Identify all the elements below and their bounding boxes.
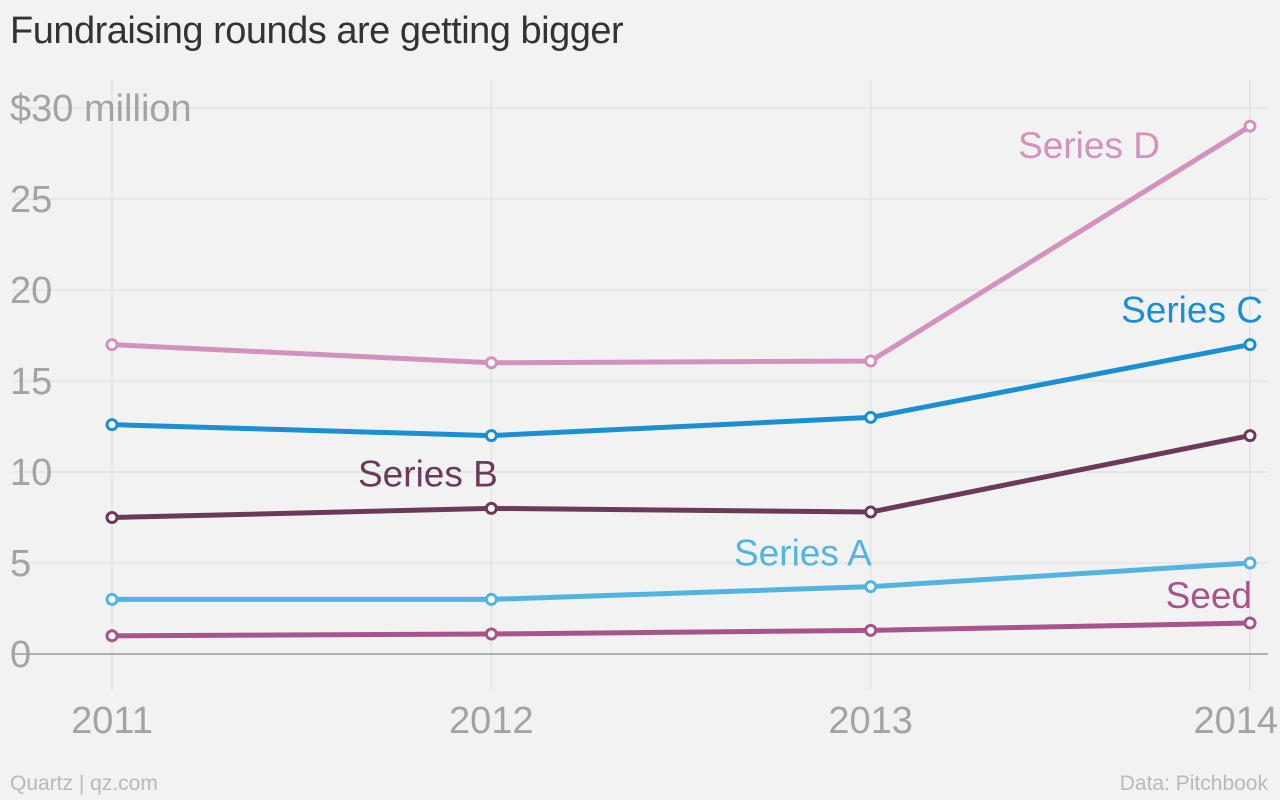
- series-label-seed: Seed: [1166, 575, 1252, 616]
- point-seed-2012: [484, 627, 498, 641]
- chart-title: Fundraising rounds are getting bigger: [10, 10, 624, 52]
- x-tick-label-2013: 2013: [828, 700, 913, 742]
- point-series-d-2012: [484, 356, 498, 370]
- y-tick-label-0: 0: [10, 634, 31, 676]
- line-series-c: [109, 342, 1253, 439]
- series-label-series-c: Series C: [1121, 290, 1263, 331]
- line-seed: [109, 620, 1253, 639]
- point-seed-2014: [1243, 616, 1257, 630]
- line-series-a: [109, 560, 1253, 602]
- x-tick-label-2012: 2012: [449, 700, 534, 742]
- axis-ticks: 0 5 10 15 20 25 $30 million 2011 2012 2013 2014: [10, 88, 1278, 742]
- point-series-c-2011: [105, 418, 119, 432]
- series-label-series-a: Series A: [734, 533, 872, 574]
- y-tick-label-15: 15: [10, 361, 52, 403]
- data-source: Data: Pitchbook: [1119, 772, 1268, 795]
- point-series-a-2011: [105, 592, 119, 606]
- y-tick-label-20: 20: [10, 270, 52, 312]
- x-tick-label-2011: 2011: [71, 700, 153, 742]
- y-tick-label-30: $30 million: [10, 88, 192, 130]
- point-series-b-2011: [105, 511, 119, 524]
- point-series-c-2012: [484, 429, 498, 443]
- x-tick-label-2014: 2014: [1193, 700, 1278, 742]
- point-series-b-2012: [484, 501, 498, 515]
- point-series-a-2014: [1243, 556, 1257, 570]
- line-series-b: [109, 433, 1253, 520]
- point-series-d-2011: [105, 338, 119, 352]
- point-seed-2013: [864, 623, 878, 637]
- series-points: [105, 119, 1257, 643]
- series-label-series-d: Series D: [1018, 125, 1160, 166]
- point-series-c-2013: [864, 410, 878, 424]
- point-seed-2011: [105, 629, 119, 643]
- point-series-c-2014: [1243, 338, 1257, 352]
- point-series-d-2013: [864, 354, 878, 368]
- line-series-d: [109, 123, 1253, 366]
- y-tick-label-10: 10: [10, 452, 52, 494]
- point-series-a-2013: [864, 580, 878, 594]
- point-series-b-2013: [864, 505, 878, 519]
- series-labels: Series D Series C Series B Series A Seed: [358, 125, 1263, 616]
- source-credit: Quartz | qz.com: [10, 772, 158, 795]
- point-series-d-2014: [1243, 119, 1257, 133]
- y-tick-label-25: 25: [10, 179, 52, 221]
- series-lines: [109, 123, 1253, 639]
- point-series-a-2012: [484, 592, 498, 606]
- series-label-series-b: Series B: [358, 453, 498, 494]
- point-series-b-2014: [1243, 429, 1257, 443]
- y-tick-label-5: 5: [10, 543, 31, 585]
